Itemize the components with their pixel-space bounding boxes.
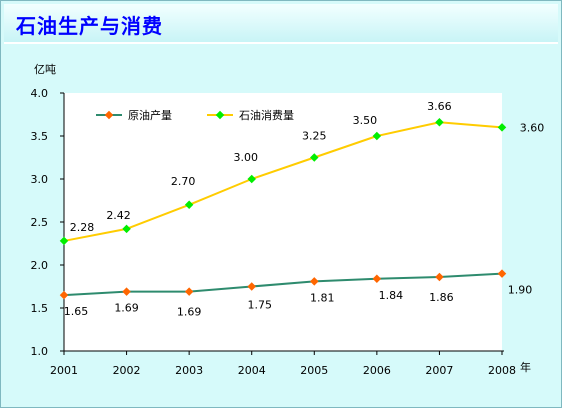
data-label: 3.66 bbox=[427, 100, 452, 113]
plot-area bbox=[64, 93, 502, 351]
y-tick-label: 1.0 bbox=[31, 345, 49, 358]
series-line-2 bbox=[63, 121, 503, 242]
series-line-1 bbox=[63, 272, 503, 297]
x-tick-label: 2007 bbox=[425, 364, 453, 377]
series-point bbox=[59, 236, 69, 246]
x-tick-label: 2001 bbox=[50, 364, 78, 377]
x-tick-label: 2008 bbox=[488, 364, 516, 377]
data-label: 2.70 bbox=[171, 175, 196, 188]
series-point bbox=[122, 224, 131, 234]
data-label: 2.28 bbox=[70, 221, 95, 234]
y-tick-label: 1.5 bbox=[31, 302, 49, 315]
series-point bbox=[310, 277, 319, 286]
x-tick-label: 2006 bbox=[363, 364, 391, 377]
x-tick-label: 2003 bbox=[175, 364, 203, 377]
data-label: 1.86 bbox=[429, 291, 454, 304]
series-point bbox=[310, 153, 319, 162]
data-label: 1.84 bbox=[379, 289, 404, 302]
series-point bbox=[372, 131, 382, 141]
legend-marker bbox=[104, 110, 114, 120]
y-tick-label: 3.0 bbox=[31, 173, 49, 186]
data-label: 3.25 bbox=[302, 130, 327, 143]
series-point bbox=[184, 287, 194, 296]
series-point bbox=[247, 282, 256, 291]
y-tick-label: 2.5 bbox=[31, 216, 49, 229]
data-label: 1.90 bbox=[508, 284, 533, 297]
series-point bbox=[59, 290, 69, 300]
data-label: 1.75 bbox=[247, 299, 272, 312]
series-point bbox=[122, 287, 131, 296]
x-tick-label: 2005 bbox=[300, 364, 328, 377]
data-label: 1.65 bbox=[64, 305, 89, 318]
legend-marker bbox=[215, 110, 225, 120]
data-label: 3.50 bbox=[353, 114, 378, 127]
x-axis-label: 年 bbox=[520, 360, 531, 374]
x-tick-label: 2004 bbox=[238, 364, 266, 377]
series-point bbox=[497, 269, 507, 278]
series-point bbox=[184, 200, 194, 210]
y-tick-label: 2.0 bbox=[31, 259, 49, 272]
page-title: 石油生产与消费 bbox=[16, 14, 163, 38]
y-tick-label: 3.5 bbox=[31, 130, 49, 143]
data-label: 1.69 bbox=[177, 306, 202, 319]
y-axis-label: 亿吨 bbox=[34, 63, 56, 76]
data-label: 2.42 bbox=[106, 209, 131, 222]
legend-entry: 原油产量 bbox=[128, 108, 172, 122]
series-point bbox=[497, 123, 507, 132]
data-label: 3.60 bbox=[520, 121, 545, 134]
data-label: 1.81 bbox=[310, 291, 335, 304]
title-bar: 石油生产与消费 bbox=[4, 4, 558, 44]
legend-entry: 石油消费量 bbox=[239, 108, 294, 122]
series-point bbox=[247, 174, 256, 184]
series-point bbox=[435, 272, 444, 282]
y-tick-label: 4.0 bbox=[31, 87, 49, 100]
data-label: 1.69 bbox=[114, 302, 139, 315]
data-label: 3.00 bbox=[233, 151, 258, 164]
series-point bbox=[372, 274, 382, 284]
x-tick-label: 2002 bbox=[113, 364, 141, 377]
series-point bbox=[435, 117, 444, 127]
